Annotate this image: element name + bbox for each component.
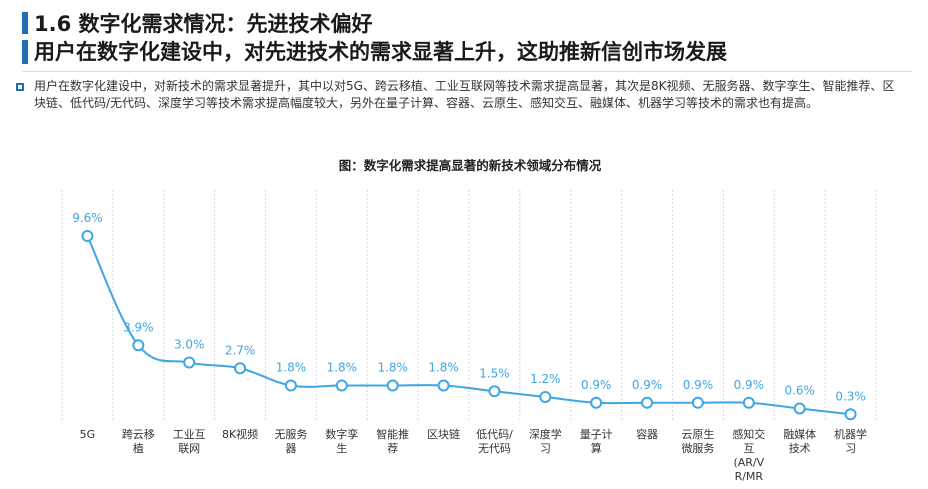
summary-paragraph: 用户在数字化建设中，对新技术的需求显著提升，其中以对5G、跨云移植、工业互联网等…: [34, 79, 895, 110]
square-bullet-icon: [16, 83, 24, 91]
data-point: [132, 339, 145, 352]
data-point: [793, 402, 806, 415]
x-tick-label: 感知交互(AR/V R/MR: [732, 427, 765, 483]
data-point: [539, 391, 552, 403]
data-points: [81, 230, 857, 421]
data-point: [691, 396, 704, 409]
x-tick-label: 跨云移植: [122, 428, 155, 455]
data-point: [437, 379, 450, 392]
data-label: 1.8%: [377, 361, 408, 375]
data-label: 1.2%: [530, 372, 561, 386]
x-tick-label: 智能推荐: [376, 427, 409, 455]
data-point: [742, 396, 755, 409]
data-point: [641, 396, 654, 409]
data-labels: 9.6% 3.9% 3.0% 2.7% 1.8% 1.8% 1.8% 1.8% 1.5% 1.2%…: [72, 211, 866, 403]
x-tick-label: 深度学习: [529, 427, 562, 455]
data-point: [234, 362, 247, 375]
data-label: 3.9%: [123, 320, 154, 334]
x-tick-label: 5G: [80, 428, 96, 441]
x-tick-label: 区块链: [427, 427, 460, 441]
title-accent-bar: [22, 12, 28, 34]
data-label: 1.8%: [276, 361, 307, 375]
data-point: [335, 379, 348, 392]
x-tick-label: 容器: [636, 427, 658, 441]
x-tick-label: 工业互联网: [173, 428, 206, 455]
data-point: [183, 356, 196, 369]
x-tick-label: 低代码/无代码: [476, 428, 513, 455]
x-tick-label: 数字孪生: [325, 427, 358, 455]
x-tick-label: 量子计算: [580, 428, 613, 455]
data-point: [844, 408, 857, 421]
page-title: 1.6 数字化需求情况：先进技术偏好: [34, 12, 373, 36]
data-point: [81, 230, 94, 242]
chart-title: 图：数字化需求提高显著的新技术领域分布情况: [339, 158, 602, 173]
x-tick-label: 8K视频: [222, 427, 258, 441]
data-point: [590, 396, 603, 409]
data-point: [488, 385, 501, 398]
line-chart: 图：数字化需求提高显著的新技术领域分布情况 9.6% 3.9% 3.0% 2.7% 1.…: [61, 158, 877, 483]
subtitle-accent-bar: [22, 40, 28, 64]
chart-container: 图：数字化需求提高显著的新技术领域分布情况 9.6% 3.9% 3.0% 2.7% 1.…: [0, 150, 928, 485]
data-label: 0.9%: [683, 378, 714, 392]
data-label: 1.5%: [479, 366, 510, 380]
data-label: 0.9%: [632, 378, 663, 392]
x-tick-label: 融媒体技术: [783, 427, 816, 455]
data-label: 9.6%: [72, 211, 103, 225]
data-label: 1.8%: [327, 361, 358, 375]
data-label: 0.6%: [784, 384, 815, 398]
data-label: 3.0%: [174, 338, 205, 352]
data-label: 1.8%: [428, 361, 459, 375]
x-tick-label: 无服务器: [274, 428, 307, 455]
header-divider: [22, 71, 912, 72]
data-point: [386, 379, 399, 392]
x-tick-label: 机器学习: [834, 427, 867, 455]
page-subtitle: 用户在数字化建设中，对先进技术的需求显著上升，这助推新信创市场发展: [34, 40, 727, 64]
data-label: 0.9%: [734, 378, 765, 392]
data-label: 0.3%: [835, 389, 866, 403]
x-tick-label: 云原生微服务: [681, 427, 714, 455]
title-bar: 1.6 数字化需求情况：先进技术偏好 用户在数字化建设中，对先进技术的需求显著上…: [0, 0, 928, 68]
data-point: [284, 379, 297, 392]
data-label: 0.9%: [581, 378, 612, 392]
data-label: 2.7%: [225, 343, 256, 357]
